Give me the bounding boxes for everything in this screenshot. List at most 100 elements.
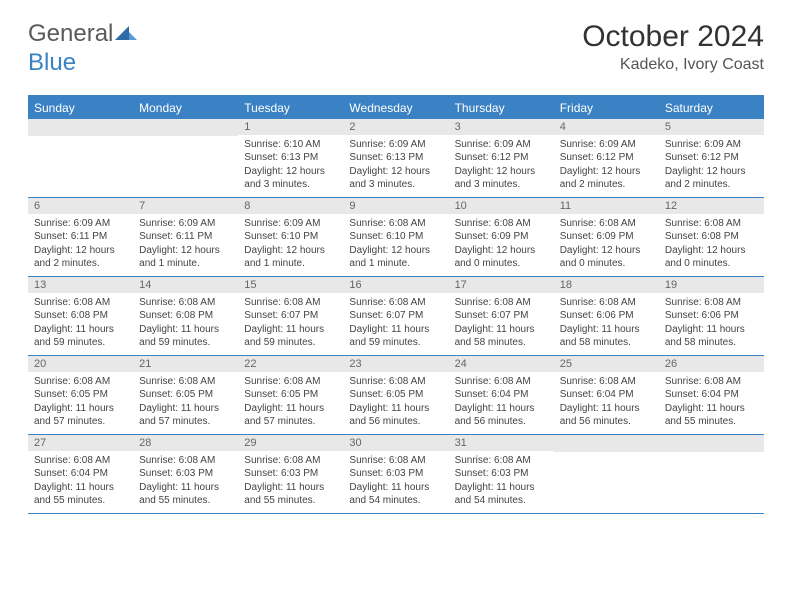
daylight-text: Daylight: 11 hours and 54 minutes. bbox=[349, 481, 442, 508]
sunrise-text: Sunrise: 6:09 AM bbox=[139, 217, 232, 231]
weekday-header: Saturday bbox=[659, 97, 764, 119]
day-cell: 7Sunrise: 6:09 AMSunset: 6:11 PMDaylight… bbox=[133, 198, 238, 276]
day-body: Sunrise: 6:08 AMSunset: 6:03 PMDaylight:… bbox=[133, 451, 238, 511]
sunrise-text: Sunrise: 6:10 AM bbox=[244, 138, 337, 152]
sunset-text: Sunset: 6:03 PM bbox=[455, 467, 548, 481]
sunrise-text: Sunrise: 6:08 AM bbox=[34, 375, 127, 389]
sunrise-text: Sunrise: 6:09 AM bbox=[349, 138, 442, 152]
day-cell: 15Sunrise: 6:08 AMSunset: 6:07 PMDayligh… bbox=[238, 277, 343, 355]
day-number: 30 bbox=[343, 435, 448, 451]
day-body: Sunrise: 6:08 AMSunset: 6:05 PMDaylight:… bbox=[343, 372, 448, 432]
day-number: 28 bbox=[133, 435, 238, 451]
day-body: Sunrise: 6:09 AMSunset: 6:12 PMDaylight:… bbox=[554, 135, 659, 195]
daylight-text: Daylight: 11 hours and 56 minutes. bbox=[560, 402, 653, 429]
day-cell: 22Sunrise: 6:08 AMSunset: 6:05 PMDayligh… bbox=[238, 356, 343, 434]
sunset-text: Sunset: 6:08 PM bbox=[665, 230, 758, 244]
sunset-text: Sunset: 6:07 PM bbox=[244, 309, 337, 323]
sunset-text: Sunset: 6:10 PM bbox=[244, 230, 337, 244]
weekday-header: Sunday bbox=[28, 97, 133, 119]
sunrise-text: Sunrise: 6:08 AM bbox=[349, 217, 442, 231]
sunrise-text: Sunrise: 6:08 AM bbox=[455, 375, 548, 389]
week-row: 1Sunrise: 6:10 AMSunset: 6:13 PMDaylight… bbox=[28, 119, 764, 198]
week-row: 13Sunrise: 6:08 AMSunset: 6:08 PMDayligh… bbox=[28, 277, 764, 356]
daylight-text: Daylight: 11 hours and 59 minutes. bbox=[349, 323, 442, 350]
daylight-text: Daylight: 12 hours and 1 minute. bbox=[244, 244, 337, 271]
day-cell: 5Sunrise: 6:09 AMSunset: 6:12 PMDaylight… bbox=[659, 119, 764, 197]
sunset-text: Sunset: 6:13 PM bbox=[244, 151, 337, 165]
day-number: 21 bbox=[133, 356, 238, 372]
day-body: Sunrise: 6:10 AMSunset: 6:13 PMDaylight:… bbox=[238, 135, 343, 195]
day-number: 3 bbox=[449, 119, 554, 135]
day-number: 9 bbox=[343, 198, 448, 214]
day-cell: 30Sunrise: 6:08 AMSunset: 6:03 PMDayligh… bbox=[343, 435, 448, 513]
day-cell: 24Sunrise: 6:08 AMSunset: 6:04 PMDayligh… bbox=[449, 356, 554, 434]
sunrise-text: Sunrise: 6:09 AM bbox=[455, 138, 548, 152]
day-cell bbox=[133, 119, 238, 197]
day-body: Sunrise: 6:09 AMSunset: 6:11 PMDaylight:… bbox=[28, 214, 133, 274]
daylight-text: Daylight: 11 hours and 59 minutes. bbox=[34, 323, 127, 350]
day-number bbox=[659, 435, 764, 452]
sunrise-text: Sunrise: 6:08 AM bbox=[349, 375, 442, 389]
sunrise-text: Sunrise: 6:08 AM bbox=[455, 454, 548, 468]
day-cell: 28Sunrise: 6:08 AMSunset: 6:03 PMDayligh… bbox=[133, 435, 238, 513]
daylight-text: Daylight: 11 hours and 56 minutes. bbox=[349, 402, 442, 429]
sunrise-text: Sunrise: 6:08 AM bbox=[560, 375, 653, 389]
sunset-text: Sunset: 6:12 PM bbox=[665, 151, 758, 165]
day-number: 19 bbox=[659, 277, 764, 293]
day-body: Sunrise: 6:09 AMSunset: 6:13 PMDaylight:… bbox=[343, 135, 448, 195]
weekday-header: Thursday bbox=[449, 97, 554, 119]
week-row: 6Sunrise: 6:09 AMSunset: 6:11 PMDaylight… bbox=[28, 198, 764, 277]
day-number: 11 bbox=[554, 198, 659, 214]
sunrise-text: Sunrise: 6:08 AM bbox=[665, 296, 758, 310]
day-number: 17 bbox=[449, 277, 554, 293]
daylight-text: Daylight: 12 hours and 1 minute. bbox=[349, 244, 442, 271]
daylight-text: Daylight: 11 hours and 57 minutes. bbox=[244, 402, 337, 429]
sunrise-text: Sunrise: 6:08 AM bbox=[560, 217, 653, 231]
day-body: Sunrise: 6:08 AMSunset: 6:07 PMDaylight:… bbox=[343, 293, 448, 353]
day-cell: 20 Sunrise: 6:08 AMSunset: 6:05 PMDayligh… bbox=[28, 356, 133, 434]
title-block: October 2024 Kadeko, Ivory Coast bbox=[582, 20, 764, 74]
day-cell: 9 Sunrise: 6:08 AMSunset: 6:10 PMDaylight… bbox=[343, 198, 448, 276]
day-cell: 27Sunrise: 6:08 AMSunset: 6:04 PMDayligh… bbox=[28, 435, 133, 513]
sunset-text: Sunset: 6:11 PM bbox=[34, 230, 127, 244]
day-number: 14 bbox=[133, 277, 238, 293]
day-cell: 13Sunrise: 6:08 AMSunset: 6:08 PMDayligh… bbox=[28, 277, 133, 355]
daylight-text: Daylight: 12 hours and 3 minutes. bbox=[455, 165, 548, 192]
sunset-text: Sunset: 6:05 PM bbox=[34, 388, 127, 402]
sunset-text: Sunset: 6:04 PM bbox=[455, 388, 548, 402]
weekday-header: Monday bbox=[133, 97, 238, 119]
day-cell: 14Sunrise: 6:08 AMSunset: 6:08 PMDayligh… bbox=[133, 277, 238, 355]
week-row: 20Sunrise: 6:08 AMSunset: 6:05 PMDayligh… bbox=[28, 356, 764, 435]
sunrise-text: Sunrise: 6:08 AM bbox=[139, 375, 232, 389]
sunset-text: Sunset: 6:11 PM bbox=[139, 230, 232, 244]
day-number: 7 bbox=[133, 198, 238, 214]
day-number: 6 bbox=[28, 198, 133, 214]
day-cell bbox=[659, 435, 764, 513]
day-body: Sunrise: 6:09 AMSunset: 6:10 PMDaylight:… bbox=[238, 214, 343, 274]
day-cell: 2Sunrise: 6:09 AMSunset: 6:13 PMDaylight… bbox=[343, 119, 448, 197]
day-number: 20 bbox=[28, 356, 133, 372]
daylight-text: Daylight: 12 hours and 3 minutes. bbox=[349, 165, 442, 192]
day-body: Sunrise: 6:08 AMSunset: 6:06 PMDaylight:… bbox=[554, 293, 659, 353]
day-body: Sunrise: 6:08 AMSunset: 6:08 PMDaylight:… bbox=[28, 293, 133, 353]
sunset-text: Sunset: 6:12 PM bbox=[560, 151, 653, 165]
brand-logo: General Blue bbox=[28, 20, 137, 77]
daylight-text: Daylight: 11 hours and 58 minutes. bbox=[455, 323, 548, 350]
daylight-text: Daylight: 11 hours and 58 minutes. bbox=[665, 323, 758, 350]
day-cell: 6Sunrise: 6:09 AMSunset: 6:11 PMDaylight… bbox=[28, 198, 133, 276]
day-body: Sunrise: 6:08 AMSunset: 6:08 PMDaylight:… bbox=[133, 293, 238, 353]
sunrise-text: Sunrise: 6:08 AM bbox=[244, 375, 337, 389]
daylight-text: Daylight: 12 hours and 0 minutes. bbox=[665, 244, 758, 271]
day-cell: 1Sunrise: 6:10 AMSunset: 6:13 PMDaylight… bbox=[238, 119, 343, 197]
sunset-text: Sunset: 6:06 PM bbox=[665, 309, 758, 323]
sunset-text: Sunset: 6:09 PM bbox=[560, 230, 653, 244]
daylight-text: Daylight: 11 hours and 57 minutes. bbox=[34, 402, 127, 429]
day-cell: 18Sunrise: 6:08 AMSunset: 6:06 PMDayligh… bbox=[554, 277, 659, 355]
sunset-text: Sunset: 6:10 PM bbox=[349, 230, 442, 244]
day-cell: 4Sunrise: 6:09 AMSunset: 6:12 PMDaylight… bbox=[554, 119, 659, 197]
day-body bbox=[659, 452, 764, 458]
day-number: 27 bbox=[28, 435, 133, 451]
brand-part2: Blue bbox=[28, 49, 76, 76]
day-number: 1 bbox=[238, 119, 343, 135]
daylight-text: Daylight: 11 hours and 56 minutes. bbox=[455, 402, 548, 429]
